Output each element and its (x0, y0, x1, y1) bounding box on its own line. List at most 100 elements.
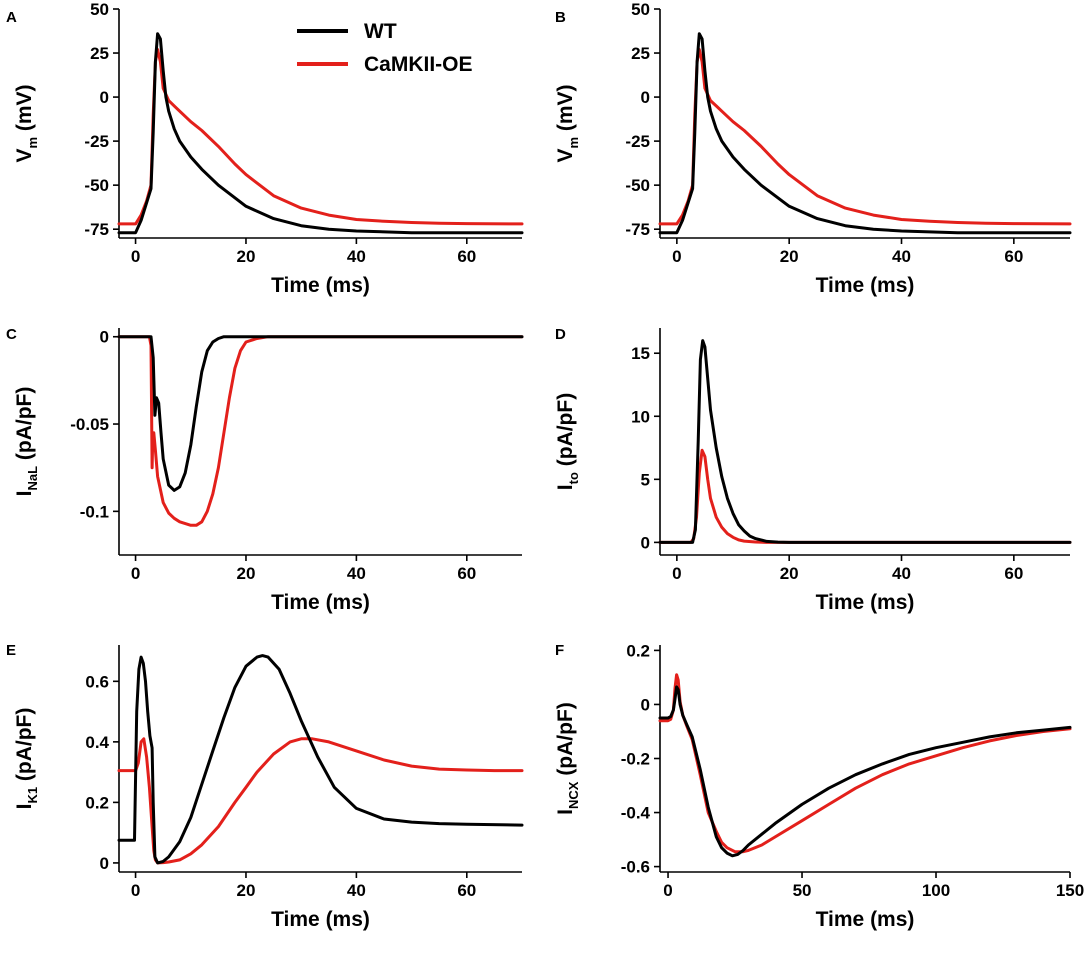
x-tick-label: 100 (922, 881, 950, 900)
y-tick-label: 10 (631, 407, 650, 426)
x-tick-label: 0 (672, 247, 681, 266)
panel-e: E 0 20 40 60 0.6 0.4 0.2 0 Time (ms) IK1 (pA/pF… (6, 642, 524, 931)
y-tick-label: 5 (641, 470, 650, 489)
y-tick-label: 0.4 (85, 733, 109, 752)
y-tick-label: -25 (84, 132, 109, 151)
y-tick-label: -0.4 (621, 804, 651, 823)
y-axis-symbol: I (554, 809, 577, 815)
x-tick-label: 0 (672, 564, 681, 583)
x-tick-label: 60 (457, 881, 476, 900)
series-line-wt (658, 32, 1072, 235)
y-tick-label: -0.05 (70, 415, 109, 434)
panel-b: B 0 20 40 60 50 25 0 -25 -50 -75 Time (ms) Vm (mV… (554, 0, 1072, 297)
y-tick-label: 25 (631, 44, 650, 63)
y-axis-symbol: I (13, 491, 36, 497)
y-tick-label: 0 (641, 88, 650, 107)
y-axis-title: Vm (mV) (13, 84, 40, 162)
y-tick-label: 0 (100, 328, 109, 347)
panel-a: A 0 20 40 60 50 25 0 -25 -50 -75 Time (ms) Vm (mV… (6, 0, 524, 297)
x-tick-label: 20 (237, 564, 256, 583)
y-axis-subscript: NCX (566, 781, 581, 809)
y-axis-subscript: to (566, 472, 581, 484)
legend-label-camkii-oe: CaMKII-OE (364, 53, 473, 76)
x-tick-label: 20 (780, 247, 799, 266)
panel-letter-d: D (555, 326, 566, 343)
y-tick-label: 0.2 (626, 641, 650, 660)
x-tick-label: 40 (347, 881, 366, 900)
y-axis-unit: (pA/pF) (13, 387, 36, 466)
y-tick-label: 0 (641, 533, 650, 552)
panel-letter-b: B (555, 9, 566, 26)
x-tick-label: 60 (457, 247, 476, 266)
y-axis-subscript: m (566, 137, 581, 149)
x-tick-label: 20 (780, 564, 799, 583)
series-line-camkii-oe (117, 335, 524, 527)
series-line-camkii-oe (658, 673, 1072, 854)
x-tick-label: 0 (131, 881, 140, 900)
panel-f: F 0 50 100 150 0.2 0 -0.2 -0.4 -0.6 Time (ms) IN… (554, 641, 1084, 931)
y-axis-unit: (pA/pF) (554, 393, 577, 472)
y-tick-label: -75 (84, 220, 109, 239)
y-axis-unit: (mV) (13, 84, 36, 137)
y-axis-symbol: V (554, 149, 577, 163)
y-tick-label: 0.6 (85, 672, 109, 691)
x-tick-label: 0 (131, 247, 140, 266)
x-tick-label: 150 (1056, 881, 1084, 900)
legend: WT CaMKII-OE (297, 20, 473, 76)
series-line-camkii-oe (658, 48, 1072, 226)
y-tick-label: -0.2 (621, 750, 650, 769)
series-line-wt (117, 654, 524, 865)
y-tick-label: -50 (625, 176, 650, 195)
y-tick-label: 50 (90, 0, 109, 19)
y-axis-subscript: NaL (25, 466, 40, 491)
series-line-wt (117, 335, 524, 492)
x-tick-label: 60 (1004, 247, 1023, 266)
x-tick-label: 50 (793, 881, 812, 900)
y-axis-unit: (pA/pF) (554, 702, 577, 781)
x-tick-label: 40 (347, 564, 366, 583)
y-axis-symbol: I (554, 484, 577, 490)
y-tick-label: -25 (625, 132, 650, 151)
panel-letter-a: A (6, 9, 17, 26)
y-axis-subscript: K1 (25, 787, 40, 804)
series-line-camkii-oe (658, 448, 1072, 544)
y-tick-label: 50 (631, 0, 650, 19)
x-axis-title: Time (ms) (271, 908, 370, 931)
y-tick-label: 0 (100, 88, 109, 107)
series-line-wt (658, 685, 1072, 858)
x-tick-label: 0 (131, 564, 140, 583)
panel-letter-f: F (555, 642, 564, 659)
x-tick-label: 0 (663, 881, 672, 900)
x-axis-title: Time (ms) (816, 591, 915, 614)
x-axis-title: Time (ms) (271, 591, 370, 614)
y-axis-unit: (mV) (554, 84, 577, 137)
x-axis-title: Time (ms) (816, 908, 915, 931)
series-line-camkii-oe (117, 737, 524, 865)
x-tick-label: 40 (347, 247, 366, 266)
x-axis-title: Time (ms) (271, 274, 370, 297)
x-tick-label: 20 (237, 247, 256, 266)
y-tick-label: -0.1 (80, 502, 109, 521)
series-line-wt (117, 32, 524, 235)
y-axis-title: Ito (pA/pF) (554, 393, 581, 490)
panel-d: D 0 20 40 60 15 10 5 0 Time (ms) Ito (pA/pF) (554, 326, 1072, 614)
y-tick-label: 0.2 (85, 793, 109, 812)
x-axis-title: Time (ms) (816, 274, 915, 297)
legend-label-wt: WT (364, 20, 397, 43)
panel-letter-c: C (6, 326, 17, 343)
y-tick-label: 15 (631, 344, 650, 363)
y-axis-symbol: I (13, 804, 36, 810)
x-tick-label: 20 (237, 881, 256, 900)
y-axis-title: IK1 (pA/pF) (13, 708, 40, 810)
y-axis-title: INCX (pA/pF) (554, 702, 581, 815)
series-line-wt (658, 339, 1072, 544)
y-tick-label: -75 (625, 220, 650, 239)
y-tick-label: 0 (641, 695, 650, 714)
y-axis-title: Vm (mV) (554, 84, 581, 162)
y-tick-label: 25 (90, 44, 109, 63)
panel-c: C 0 20 40 60 0 -0.05 -0.1 Time (ms) INaL (pA/p… (6, 326, 524, 614)
x-tick-label: 40 (892, 247, 911, 266)
y-tick-label: 0 (100, 854, 109, 873)
y-axis-symbol: V (13, 149, 36, 163)
